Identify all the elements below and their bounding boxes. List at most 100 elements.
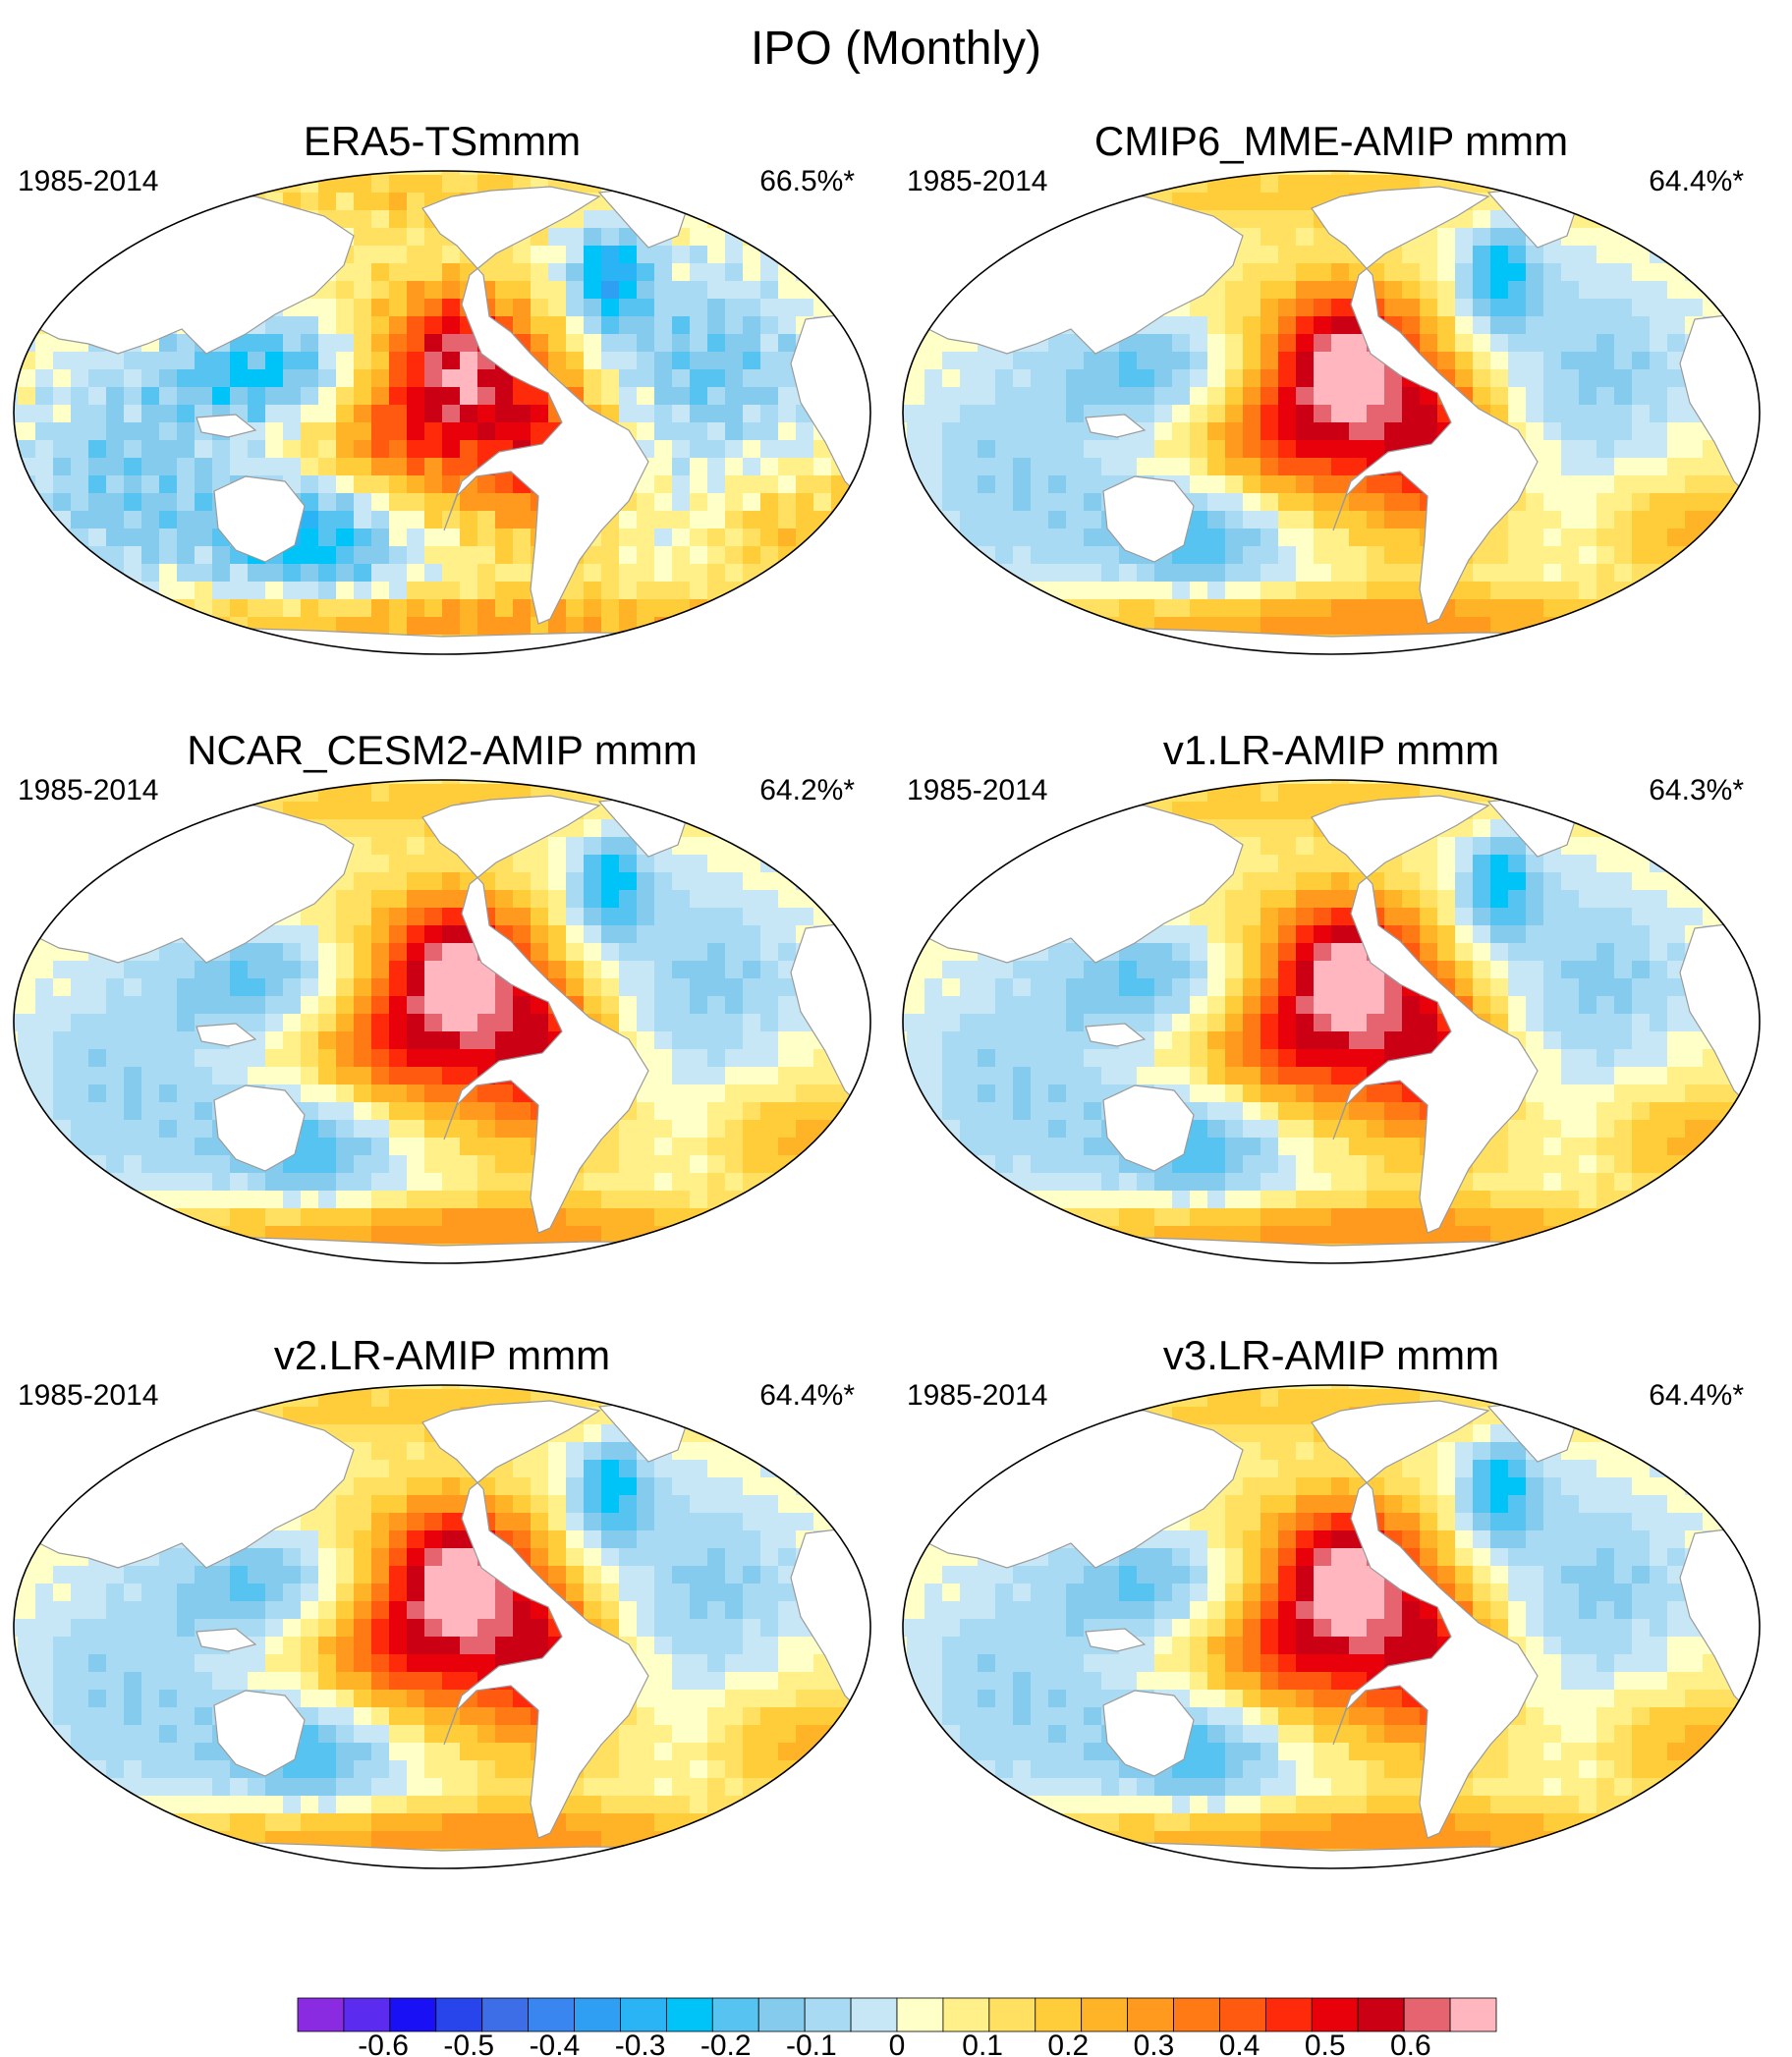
colorbar-swatch: [1357, 1997, 1405, 2032]
map-border: [902, 1384, 1761, 1869]
map-border: [902, 779, 1761, 1264]
figure-title: IPO (Monthly): [750, 23, 1042, 75]
colorbar-swatch: [389, 1997, 437, 2032]
panel-variance-explained: 64.4%*: [1649, 1379, 1744, 1412]
panel-title: v3.LR-AMIP mmm: [1162, 1332, 1500, 1378]
panel-title: v1.LR-AMIP mmm: [1162, 727, 1500, 773]
colorbar-swatch: [942, 1997, 990, 2032]
colorbar-swatch: [297, 1997, 345, 2032]
land-americas: [1311, 795, 1539, 1234]
colorbar-swatch: [988, 1997, 1036, 2032]
colorbar-tick-label: 0.6: [1390, 2029, 1431, 2057]
colorbar-swatch: [804, 1997, 852, 2032]
land-americas: [1311, 186, 1539, 625]
land-indonesia: [1085, 414, 1147, 438]
colorbar-tick-label: -0.6: [358, 2029, 409, 2057]
colorbar-tick-label: -0.3: [615, 2029, 666, 2057]
land-indonesia: [196, 1023, 257, 1047]
panel-period: 1985-2014: [907, 165, 1048, 197]
colorbar-swatch: [665, 1997, 713, 2032]
colorbar-swatch: [574, 1997, 621, 2032]
sst-field: [14, 780, 870, 1263]
panel-title: CMIP6_MME-AMIP mmm: [1093, 118, 1569, 164]
map-era5: [13, 170, 871, 655]
land-indonesia: [196, 1628, 257, 1652]
land-australia: [213, 1084, 306, 1172]
colorbar: -0.6 -0.5 -0.4 -0.3 -0.2 -0.1 0 0.1 0.2 0.3 0.4 0.5…: [297, 1997, 1497, 2057]
colorbar-tick-label: 0.5: [1305, 2029, 1346, 2057]
sst-field: [14, 171, 870, 654]
sst-field: [14, 1385, 870, 1868]
colorbar-tick-label: 0.4: [1219, 2029, 1260, 2057]
map-cesm2: [13, 779, 871, 1264]
map-panel-cesm2: NCAR_CESM2-AMIP mmm 1985-2014 64.2%*: [0, 727, 884, 1306]
colorbar-swatch: [1173, 1997, 1220, 2032]
panel-period: 1985-2014: [18, 165, 159, 197]
panel-variance-explained: 64.4%*: [1649, 165, 1744, 197]
map-v1: [902, 779, 1761, 1264]
colorbar-swatch: [620, 1997, 667, 2032]
map-panel-cmip6: CMIP6_MME-AMIP mmm 1985-2014 64.4%*: [889, 118, 1773, 697]
panel-variance-explained: 64.3%*: [1649, 774, 1744, 806]
colorbar-swatch: [1264, 1997, 1313, 2032]
panel-title: ERA5-TSmmm: [303, 118, 582, 164]
colorbar-tick-label: 0.1: [962, 2029, 1003, 2057]
panel-period: 1985-2014: [18, 774, 159, 806]
panel-period: 1985-2014: [907, 1379, 1048, 1412]
land-australia: [1102, 1690, 1195, 1777]
sst-field: [903, 171, 1760, 654]
map-v3: [902, 1384, 1761, 1869]
colorbar-tick-label: -0.2: [700, 2029, 752, 2057]
land-americas: [1311, 1400, 1539, 1839]
map-panel-era5: ERA5-TSmmm 1985-2014 66.5%*: [0, 118, 884, 697]
map-border: [902, 170, 1761, 655]
land-indonesia: [1085, 1023, 1147, 1047]
map-border: [13, 170, 871, 655]
colorbar-tick-label: 0.3: [1134, 2029, 1175, 2057]
map-border: [13, 779, 871, 1264]
colorbar-tick-label: 0.2: [1047, 2029, 1089, 2057]
panel-period: 1985-2014: [18, 1379, 159, 1412]
map-cmip6: [902, 170, 1761, 655]
colorbar-swatch: [343, 1997, 391, 2032]
colorbar-swatch: [896, 1997, 944, 2032]
colorbar-swatch: [757, 1997, 806, 2032]
land-americas: [421, 795, 649, 1234]
colorbar-swatch: [1449, 1997, 1497, 2032]
colorbar-tick-label: 0: [889, 2029, 906, 2057]
colorbar-tick-label: -0.5: [443, 2029, 494, 2057]
map-panel-v1: v1.LR-AMIP mmm 1985-2014 64.3%*: [889, 727, 1773, 1306]
land-americas: [421, 186, 649, 625]
colorbar-swatch: [1035, 1997, 1083, 2032]
land-australia: [213, 1690, 306, 1777]
land-indonesia: [1085, 1628, 1147, 1652]
colorbar-tick-label: -0.1: [786, 2029, 837, 2057]
land-indonesia: [196, 414, 257, 438]
panel-title: v2.LR-AMIP mmm: [273, 1332, 611, 1378]
colorbar-swatch: [1403, 1997, 1451, 2032]
sst-field: [903, 780, 1760, 1263]
map-panel-v3: v3.LR-AMIP mmm 1985-2014 64.4%*: [889, 1332, 1773, 1912]
colorbar-swatch: [850, 1997, 898, 2032]
map-v2: [13, 1384, 871, 1869]
land-australia: [1102, 1084, 1195, 1172]
panel-variance-explained: 66.5%*: [759, 165, 855, 197]
land-australia: [213, 475, 306, 563]
colorbar-swatch: [1311, 1997, 1359, 2032]
colorbar-swatch: [1081, 1997, 1129, 2032]
panel-title: NCAR_CESM2-AMIP mmm: [187, 727, 698, 773]
colorbar-tick-label: -0.4: [530, 2029, 581, 2057]
colorbar-swatch: [481, 1997, 530, 2032]
land-americas: [421, 1400, 649, 1839]
colorbar-swatch: [1127, 1997, 1174, 2032]
colorbar-swatch: [435, 1997, 483, 2032]
map-border: [13, 1384, 871, 1869]
colorbar-swatch: [711, 1997, 759, 2032]
panel-period: 1985-2014: [907, 774, 1048, 806]
panel-variance-explained: 64.2%*: [759, 774, 855, 806]
sst-field: [903, 1385, 1760, 1868]
land-australia: [1102, 475, 1195, 563]
map-panel-v2: v2.LR-AMIP mmm 1985-2014 64.4%*: [0, 1332, 884, 1912]
panel-variance-explained: 64.4%*: [759, 1379, 855, 1412]
colorbar-swatch: [528, 1997, 575, 2032]
